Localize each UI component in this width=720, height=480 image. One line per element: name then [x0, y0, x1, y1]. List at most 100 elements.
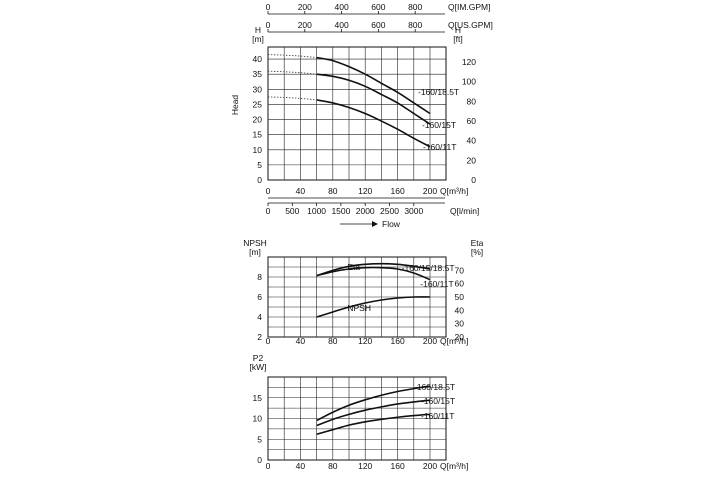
- head-curve-label: -160/18.5T: [418, 87, 459, 97]
- y-right-tick-label: 30: [455, 319, 465, 329]
- head-curve-extension-1: [267, 70, 317, 75]
- y-right-tick-label: 80: [467, 96, 477, 106]
- x-tick-label: 40: [296, 186, 306, 196]
- y-right-axis-unit: [ft]: [453, 34, 462, 44]
- curve-annotation: NPSH: [347, 303, 371, 313]
- x-top-tick-label: 0: [266, 2, 271, 12]
- power-curve-label: -160/15T: [421, 396, 455, 406]
- x-axis-title: Q[m³/h]: [440, 336, 468, 346]
- x-tick-label: 40: [296, 336, 306, 346]
- flow-label: Flow: [382, 219, 401, 229]
- head-chart: 0510152025303540020406080100120H[m]H[ft]…: [230, 2, 493, 229]
- x-lmin-axis-title: Q[l/min]: [450, 206, 479, 216]
- x-top-tick-label: 400: [334, 2, 348, 12]
- x-lmin-tick-label: 0: [266, 206, 271, 216]
- x-tick-label: 120: [358, 461, 372, 471]
- head-curve-label: -160/11T: [423, 142, 456, 152]
- head-curve-extension-2: [267, 96, 317, 101]
- y-right-tick-label: 100: [462, 77, 476, 87]
- y-tick-label: 8: [257, 272, 262, 282]
- x-tick-label: 160: [391, 186, 405, 196]
- head-curve-0: [316, 56, 431, 115]
- power-curve-1: [316, 399, 431, 427]
- x-tick-label: 120: [358, 336, 372, 346]
- side-label: Head: [230, 95, 240, 116]
- x-top-tick-label: 800: [408, 2, 422, 12]
- y-right-tick-label: 20: [467, 155, 477, 165]
- y-tick-label: 35: [253, 69, 263, 79]
- x-tick-label: 0: [266, 186, 271, 196]
- x-top-tick-label: 0: [266, 20, 271, 30]
- y-tick-label: 2: [257, 332, 262, 342]
- x-tick-label: 160: [391, 461, 405, 471]
- x-top-tick-label: 600: [371, 20, 385, 30]
- x-top-tick-label: 200: [298, 2, 312, 12]
- curve-annotation: Eta: [347, 262, 360, 272]
- x-tick-label: 80: [328, 461, 338, 471]
- y-right-tick-label: 60: [455, 279, 465, 289]
- x-top-tick-label: 800: [408, 20, 422, 30]
- y-tick-label: 6: [257, 292, 262, 302]
- head-curve-extension-0: [267, 54, 317, 59]
- power-curve-label: -160/18.5T: [414, 382, 455, 392]
- x-tick-label: 80: [328, 186, 338, 196]
- x-tick-label: 120: [358, 186, 372, 196]
- x-tick-label: 160: [391, 336, 405, 346]
- y-axis-title: H: [255, 25, 261, 35]
- y-tick-label: 5: [257, 160, 262, 170]
- y-right-tick-label: 70: [455, 265, 465, 275]
- x-top-tick-label: 600: [371, 2, 385, 12]
- y-tick-label: 20: [253, 115, 263, 125]
- y-tick-label: 25: [253, 99, 263, 109]
- head-curve-label: -160/15T: [422, 120, 456, 130]
- y-right-axis-unit: [%]: [471, 247, 483, 257]
- y-tick-label: 4: [257, 312, 262, 322]
- y-tick-label: 40: [253, 54, 263, 64]
- y-tick-label: 5: [257, 434, 262, 444]
- y-right-tick-label: 50: [455, 292, 465, 302]
- x-top-axis-title: Q[US.GPM]: [448, 20, 493, 30]
- y-right-tick-label: 60: [467, 116, 477, 126]
- x-tick-label: 200: [423, 186, 437, 196]
- y-axis-unit: [kW]: [250, 362, 267, 372]
- y-tick-label: 0: [257, 455, 262, 465]
- y-tick-label: 30: [253, 84, 263, 94]
- x-tick-label: 200: [423, 336, 437, 346]
- power-curve-label: -160/11T: [421, 411, 454, 421]
- power-chart: 0 5 10 15 P2[kW] 0 40 80 120 160 200 Q[m³/h] -160/18…: [250, 353, 469, 471]
- y-axis-title: P2: [253, 353, 264, 363]
- x-tick-label: 0: [266, 461, 271, 471]
- npsh-eta-curve-2: [316, 296, 431, 318]
- x-lmin-tick-label: 1000: [307, 206, 326, 216]
- y-tick-label: 10: [253, 145, 263, 155]
- x-lmin-tick-label: 500: [285, 206, 299, 216]
- y-right-tick-label: 20: [455, 332, 465, 342]
- x-lmin-tick-label: 2500: [380, 206, 399, 216]
- y-tick-label: 15: [253, 130, 263, 140]
- power-curve-2: [316, 413, 431, 436]
- curve-annotation: -160/11T: [420, 279, 453, 289]
- y-axis-unit: [m]: [252, 34, 264, 44]
- x-axis-title: Q[m³/h]: [440, 461, 468, 471]
- y-right-tick-label: 0: [471, 175, 476, 185]
- y-tick-label: 0: [257, 175, 262, 185]
- npsh-eta-curve-1: [316, 266, 431, 281]
- y-tick-label: 10: [253, 414, 263, 424]
- x-lmin-tick-label: 2000: [356, 206, 375, 216]
- x-tick-label: 80: [328, 336, 338, 346]
- x-tick-label: 40: [296, 461, 306, 471]
- x-axis-title: Q[m³/h]: [440, 186, 468, 196]
- head-curve-1: [316, 73, 431, 125]
- npsh-eta-curve-0: [316, 262, 431, 277]
- x-top-tick-label: 200: [298, 20, 312, 30]
- curve-annotation: -160/15/18.5T: [402, 263, 455, 273]
- x-tick-label: 200: [423, 461, 437, 471]
- head-plot-frame: [267, 46, 447, 181]
- x-top-tick-label: 400: [334, 20, 348, 30]
- y-right-axis-title: H: [455, 25, 461, 35]
- y-tick-label: 15: [253, 393, 263, 403]
- x-lmin-tick-label: 3000: [404, 206, 423, 216]
- x-lmin-tick-label: 1500: [331, 206, 350, 216]
